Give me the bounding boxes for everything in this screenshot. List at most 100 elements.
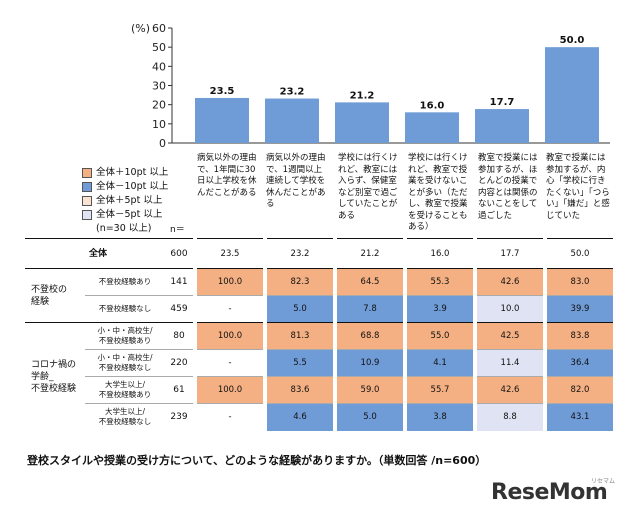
row-group-label: 全体 [25,238,165,269]
table-cell: 100.0 [193,268,267,296]
table-cell: 42.5 [473,322,547,350]
table-cell: 36.4 [543,349,617,377]
data-table: 全体 600 23.5 23.2 21.2 16.0 17.7 50.0 不登校の 経験 不登校経… [25,238,617,431]
y-tick-label: 20 [152,99,166,112]
row-n-value: 61 [165,376,195,404]
table-row: 小・中・高校生/ 不登校経験なし 220-5.5 10.9 4.1 11.4 36.4 [25,349,617,377]
row-sub-label: 大学生以上/ 不登校経験なし [85,403,165,431]
row-n-value: 459 [165,295,195,323]
table-cell: 5.0 [333,403,407,431]
y-axis-unit: (%) [131,22,150,35]
bar [335,102,389,143]
bar [265,98,319,143]
column-header: 教室で授業には参加するが、内心「学校に行きたくない」「つらい」「嫌だ」と感じてい… [546,153,610,221]
row-n-value: 600 [165,238,195,269]
table-cell: 64.5 [333,268,407,296]
legend-item: 全体＋5pt 以上 [82,194,168,208]
table-cell: 83.8 [543,322,617,350]
bar-value-label: 16.0 [420,100,445,111]
row-sub-label: 小・中・高校生/ 不登校経験なし [85,349,165,377]
table-cell: 5.5 [263,349,337,377]
legend-item: 全体＋10pt 以上 [82,166,168,180]
table-cell: 55.7 [403,376,477,404]
legend-swatch [82,182,92,192]
legend-label: 全体＋5pt 以上 [96,195,163,206]
table-cell: 100.0 [193,322,267,350]
column-header: 学校には行くけれど、教室で授業を受けないことが多い（ただし、教室で授業を受けるこ… [408,153,468,232]
table-cell: 5.0 [263,295,337,323]
y-tick-label: 30 [152,80,166,93]
legend: 全体＋10pt 以上 全体－10pt 以上 全体＋5pt 以上 全体－5pt 以… [82,166,168,236]
y-tick-label: 0 [159,137,166,150]
bar [475,109,529,143]
table-row: 全体 600 23.5 23.2 21.2 16.0 17.7 50.0 [25,238,617,269]
bar [545,47,599,143]
row-n-value: 239 [165,403,195,431]
table-cell: 21.2 [333,238,407,269]
table-cell: 23.5 [193,238,267,269]
legend-swatch [82,196,92,206]
bar [405,112,459,143]
resemom-logo: ReseMom [491,480,608,505]
table-cell: 82.3 [263,268,337,296]
table-cell: 39.9 [543,295,617,323]
table-cell: 43.1 [543,403,617,431]
bar-value-label: 17.7 [490,97,515,108]
bar-value-label: 23.2 [280,87,305,98]
legend-note: (n=30 以上) [96,223,152,234]
table-cell: 10.0 [473,295,547,323]
bar-value-label: 23.5 [210,86,235,97]
legend-swatch [82,210,92,220]
table-cell: 55.3 [403,268,477,296]
row-n-value: 80 [165,322,195,350]
legend-label: 全体＋10pt 以上 [96,167,169,178]
table-cell: 16.0 [403,238,477,269]
y-tick-label: 40 [152,60,166,73]
legend-swatch [82,168,92,178]
y-tick-label: 60 [152,22,166,35]
table-row: コロナ禍の 学齢_ 不登校経験 小・中・高校生/ 不登校経験あり 80 100.0 81… [25,322,617,431]
legend-item: 全体－10pt 以上 [82,180,168,194]
table-cell: 4.6 [263,403,337,431]
bar-value-label: 21.2 [350,90,375,101]
bar-value-label: 50.0 [560,35,585,46]
table-cell: 4.1 [403,349,477,377]
legend-label: 全体－10pt 以上 [96,181,169,192]
table-cell: 7.8 [333,295,407,323]
table-cell: 3.8 [403,403,477,431]
table-cell: 50.0 [543,238,617,269]
table-cell: - [193,403,267,431]
table-row: 大学生以上/ 不登校経験なし 239-4.6 5.0 3.8 8.8 43.1 [25,403,617,431]
table-row: 不登校の 経験 不登校経験あり 141 100.0 82.3 64.5 55.3 42.6 83… [25,268,617,323]
column-header: 学校には行くけれど、教室には入らず、保健室など別室で過ごしていたことがある [338,153,398,221]
n-header: n＝ [170,225,185,235]
legend-label: 全体－5pt 以上 [96,209,163,220]
bar-chart: 0 10 20 30 40 50 60(%) 23.5 23.2 21.2 16.0 17.7 50.0 [131,22,610,150]
row-sub-label: 不登校経験あり [85,268,165,296]
table-cell: 23.2 [263,238,337,269]
y-tick-label: 50 [152,41,166,54]
row-n-value: 220 [165,349,195,377]
column-header: 病気以外の理由で、1年間に30日以上学校を休んだことがある [197,153,257,198]
table-cell: 17.7 [473,238,547,269]
caption: 登校スタイルや授業の受け方について、どのような経験がありますか。（単数回答 /n… [27,454,487,467]
table-cell: 59.0 [333,376,407,404]
table-row: 不登校経験なし 459-5.0 7.8 3.9 10.0 39.9 [25,295,617,323]
table-cell: 11.4 [473,349,547,377]
resemom-logo-sub: リセマム [591,478,616,485]
table-cell: 42.6 [473,376,547,404]
table-cell: 55.0 [403,322,477,350]
table-cell: 100.0 [193,376,267,404]
bar [195,97,249,143]
table-cell: 82.0 [543,376,617,404]
row-group-label: コロナ禍の 学齢_ 不登校経験 [25,322,85,431]
column-header: 病気以外の理由で、1週間以上連続して学校を休んだことがある [266,153,326,209]
table-cell: 42.6 [473,268,547,296]
row-group-label: 不登校の 経験 [25,268,85,323]
table-cell: - [193,295,267,323]
table-cell: 10.9 [333,349,407,377]
legend-item: 全体－5pt 以上 [82,208,168,222]
table-cell: 68.8 [333,322,407,350]
y-tick-label: 10 [152,118,166,131]
column-header: 教室で授業には参加するが、ほとんどの授業で内容とは関係のないことをして過ごした [478,153,538,221]
